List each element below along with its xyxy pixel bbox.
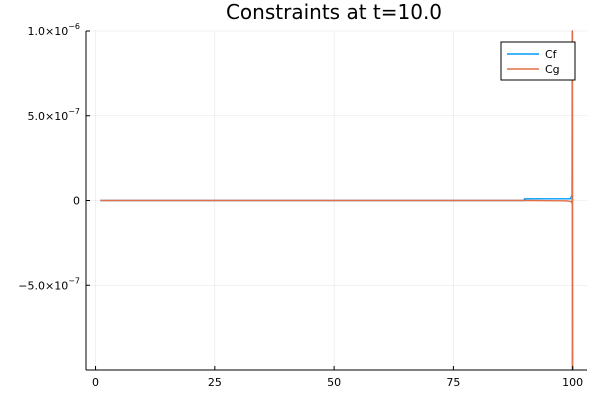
x-tick-label: 100 (562, 376, 583, 389)
y-tick-label: 0 (73, 195, 80, 208)
y-tick-label: 5.0×10−7 (27, 107, 80, 123)
x-tick-label: 75 (446, 376, 460, 389)
chart-title: Constraints at t=10.0 (226, 0, 442, 24)
series-line-cf (100, 194, 574, 202)
y-tick-label: 1.0×10−6 (27, 22, 80, 38)
legend: Cf Cg (500, 41, 576, 81)
x-tick-label: 50 (327, 376, 341, 389)
y-tick-label: −5.0×10−7 (18, 276, 80, 292)
x-tick-label: 0 (92, 376, 99, 389)
axes-layer: 0 25 50 75 100 1.0×10−6 5.0×10−7 0 −5.0×10−7 (18, 22, 587, 389)
legend-label-cg: Cg (545, 63, 560, 76)
x-tick-label: 25 (208, 376, 222, 389)
series-layer (100, 30, 574, 371)
legend-box (500, 41, 576, 81)
series-line-cg (100, 30, 574, 371)
legend-label-cf: Cf (545, 48, 558, 61)
